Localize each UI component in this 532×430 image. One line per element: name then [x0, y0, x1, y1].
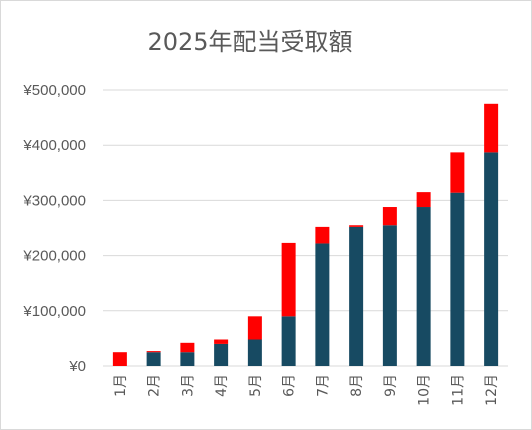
chart-title: 2025年配当受取額: [147, 28, 353, 56]
x-tick-label: 12月: [484, 374, 500, 406]
bars: [112, 103, 499, 366]
x-axis-ticks: 1月 2月 3月 4月 5月 6月 7月 8月 9月 10月 11月 12月: [113, 374, 500, 406]
x-tick-label: 10月: [417, 374, 433, 406]
y-axis-ticks: ¥0 ¥100,000 ¥200,000 ¥300,000 ¥400,000 ¥500,0…: [22, 82, 86, 375]
bar-segment-base: [247, 339, 262, 366]
x-tick-label: 9月: [383, 374, 399, 397]
bar-segment-base: [382, 225, 397, 366]
bar-segment-increment: [315, 226, 330, 244]
bar-segment-increment: [484, 103, 499, 153]
x-tick-label: 8月: [349, 374, 365, 397]
bar-segment-base: [349, 226, 364, 366]
y-tick-label: ¥500,000: [22, 82, 86, 99]
y-tick-label: ¥100,000: [22, 303, 86, 320]
y-tick-label: ¥0: [68, 358, 86, 375]
bar-segment-increment: [112, 352, 127, 366]
bar-segment-increment: [180, 342, 195, 353]
bar-segment-increment: [450, 152, 465, 193]
x-tick-label: 1月: [113, 374, 129, 397]
bar-segment-base: [416, 207, 431, 366]
bar-segment-base: [450, 192, 465, 366]
bar-segment-increment: [349, 225, 364, 227]
x-tick-label: 6月: [282, 374, 298, 397]
bar-segment-base: [180, 352, 195, 366]
bar-segment-base: [484, 152, 499, 366]
bar-segment-increment: [146, 351, 161, 353]
bar-segment-increment: [416, 192, 431, 208]
x-tick-label: 3月: [180, 374, 196, 397]
x-tick-label: 5月: [248, 374, 264, 397]
x-tick-label: 4月: [214, 374, 230, 397]
x-tick-label: 7月: [315, 374, 331, 397]
bar-segment-base: [214, 343, 229, 366]
y-tick-label: ¥300,000: [22, 192, 86, 209]
x-tick-label: 11月: [450, 374, 466, 406]
bar-segment-base: [281, 316, 296, 366]
y-tick-label: ¥400,000: [22, 137, 86, 154]
bar-segment-base: [315, 243, 330, 366]
x-tick-label: 2月: [147, 374, 163, 397]
bar-segment-increment: [214, 339, 229, 344]
bar-segment-base: [146, 352, 161, 366]
bar-segment-increment: [382, 207, 397, 226]
bar-segment-increment: [281, 242, 296, 317]
gridlines: [103, 89, 508, 367]
y-tick-label: ¥200,000: [22, 248, 86, 265]
bar-segment-increment: [247, 316, 262, 340]
